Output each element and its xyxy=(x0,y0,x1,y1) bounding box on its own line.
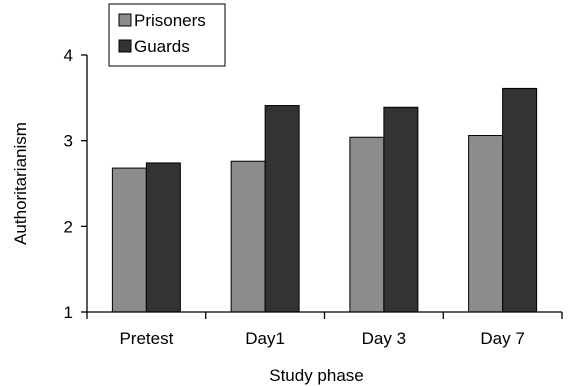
x-tick-label: Day 7 xyxy=(480,329,524,348)
y-tick-label: 2 xyxy=(64,217,73,236)
ticks-layer: 1 2 3 4 Pretest Day1 Day 3 Day 7 xyxy=(64,46,563,348)
legend-swatch-guards xyxy=(118,39,132,53)
x-tick-label: Pretest xyxy=(119,329,173,348)
bar-guards-4 xyxy=(502,87,538,313)
y-axis-title: Authoritarianism xyxy=(11,122,30,245)
bar-guards-1 xyxy=(145,162,181,313)
bar-prisoners-1 xyxy=(111,167,147,313)
bar-guards-2 xyxy=(264,105,300,313)
legend-label-prisoners: Prisoners xyxy=(134,11,206,30)
bar-prisoners-2 xyxy=(230,160,266,313)
y-tick-label: 4 xyxy=(64,46,73,65)
x-tick-label: Day1 xyxy=(245,329,285,348)
x-tick-label: Day 3 xyxy=(362,329,406,348)
bar-guards-3 xyxy=(383,106,419,313)
legend: Prisoners Guards xyxy=(108,3,226,67)
y-tick-label: 3 xyxy=(64,132,73,151)
bar-prisoners-3 xyxy=(349,136,385,313)
y-tick-label: 1 xyxy=(64,303,73,322)
x-axis-title: Study phase xyxy=(269,366,364,385)
legend-swatch-prisoners xyxy=(118,13,132,27)
bar-prisoners-4 xyxy=(468,135,504,313)
legend-box xyxy=(108,3,226,67)
legend-label-guards: Guards xyxy=(134,37,190,56)
bars-layer xyxy=(111,87,538,313)
